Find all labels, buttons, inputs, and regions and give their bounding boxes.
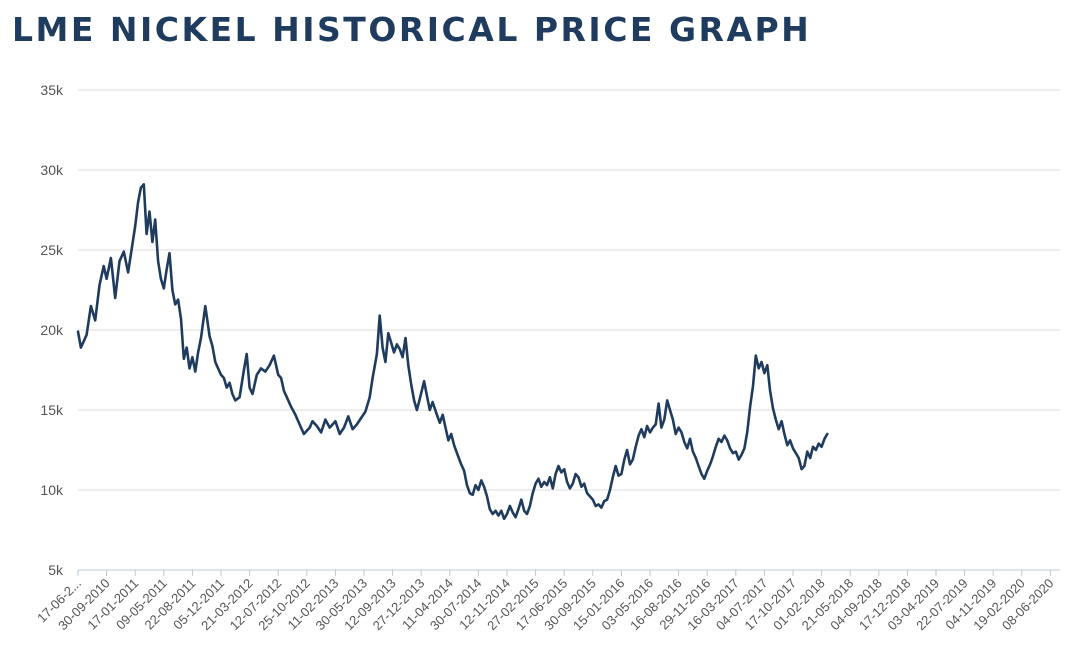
y-tick-label: 20k [40, 322, 64, 338]
y-tick-label: 15k [40, 402, 64, 418]
y-tick-label: 25k [40, 242, 64, 258]
y-axis-ticks: 5k 10k 15k 20k 25k 30k 35k [40, 82, 64, 578]
gridlines [78, 89, 1060, 491]
y-tick-label: 30k [40, 162, 64, 178]
series [76, 183, 829, 521]
y-tick-label: 5k [48, 562, 64, 578]
x-axis: 17-06-2...30-09-201017-01-201109-05-2011… [34, 569, 1060, 633]
y-tick-label: 35k [40, 82, 64, 98]
chart-title: LME NICKEL HISTORICAL PRICE GRAPH [12, 10, 812, 49]
series-line-nickel [76, 183, 829, 521]
y-tick-label: 10k [40, 482, 64, 498]
